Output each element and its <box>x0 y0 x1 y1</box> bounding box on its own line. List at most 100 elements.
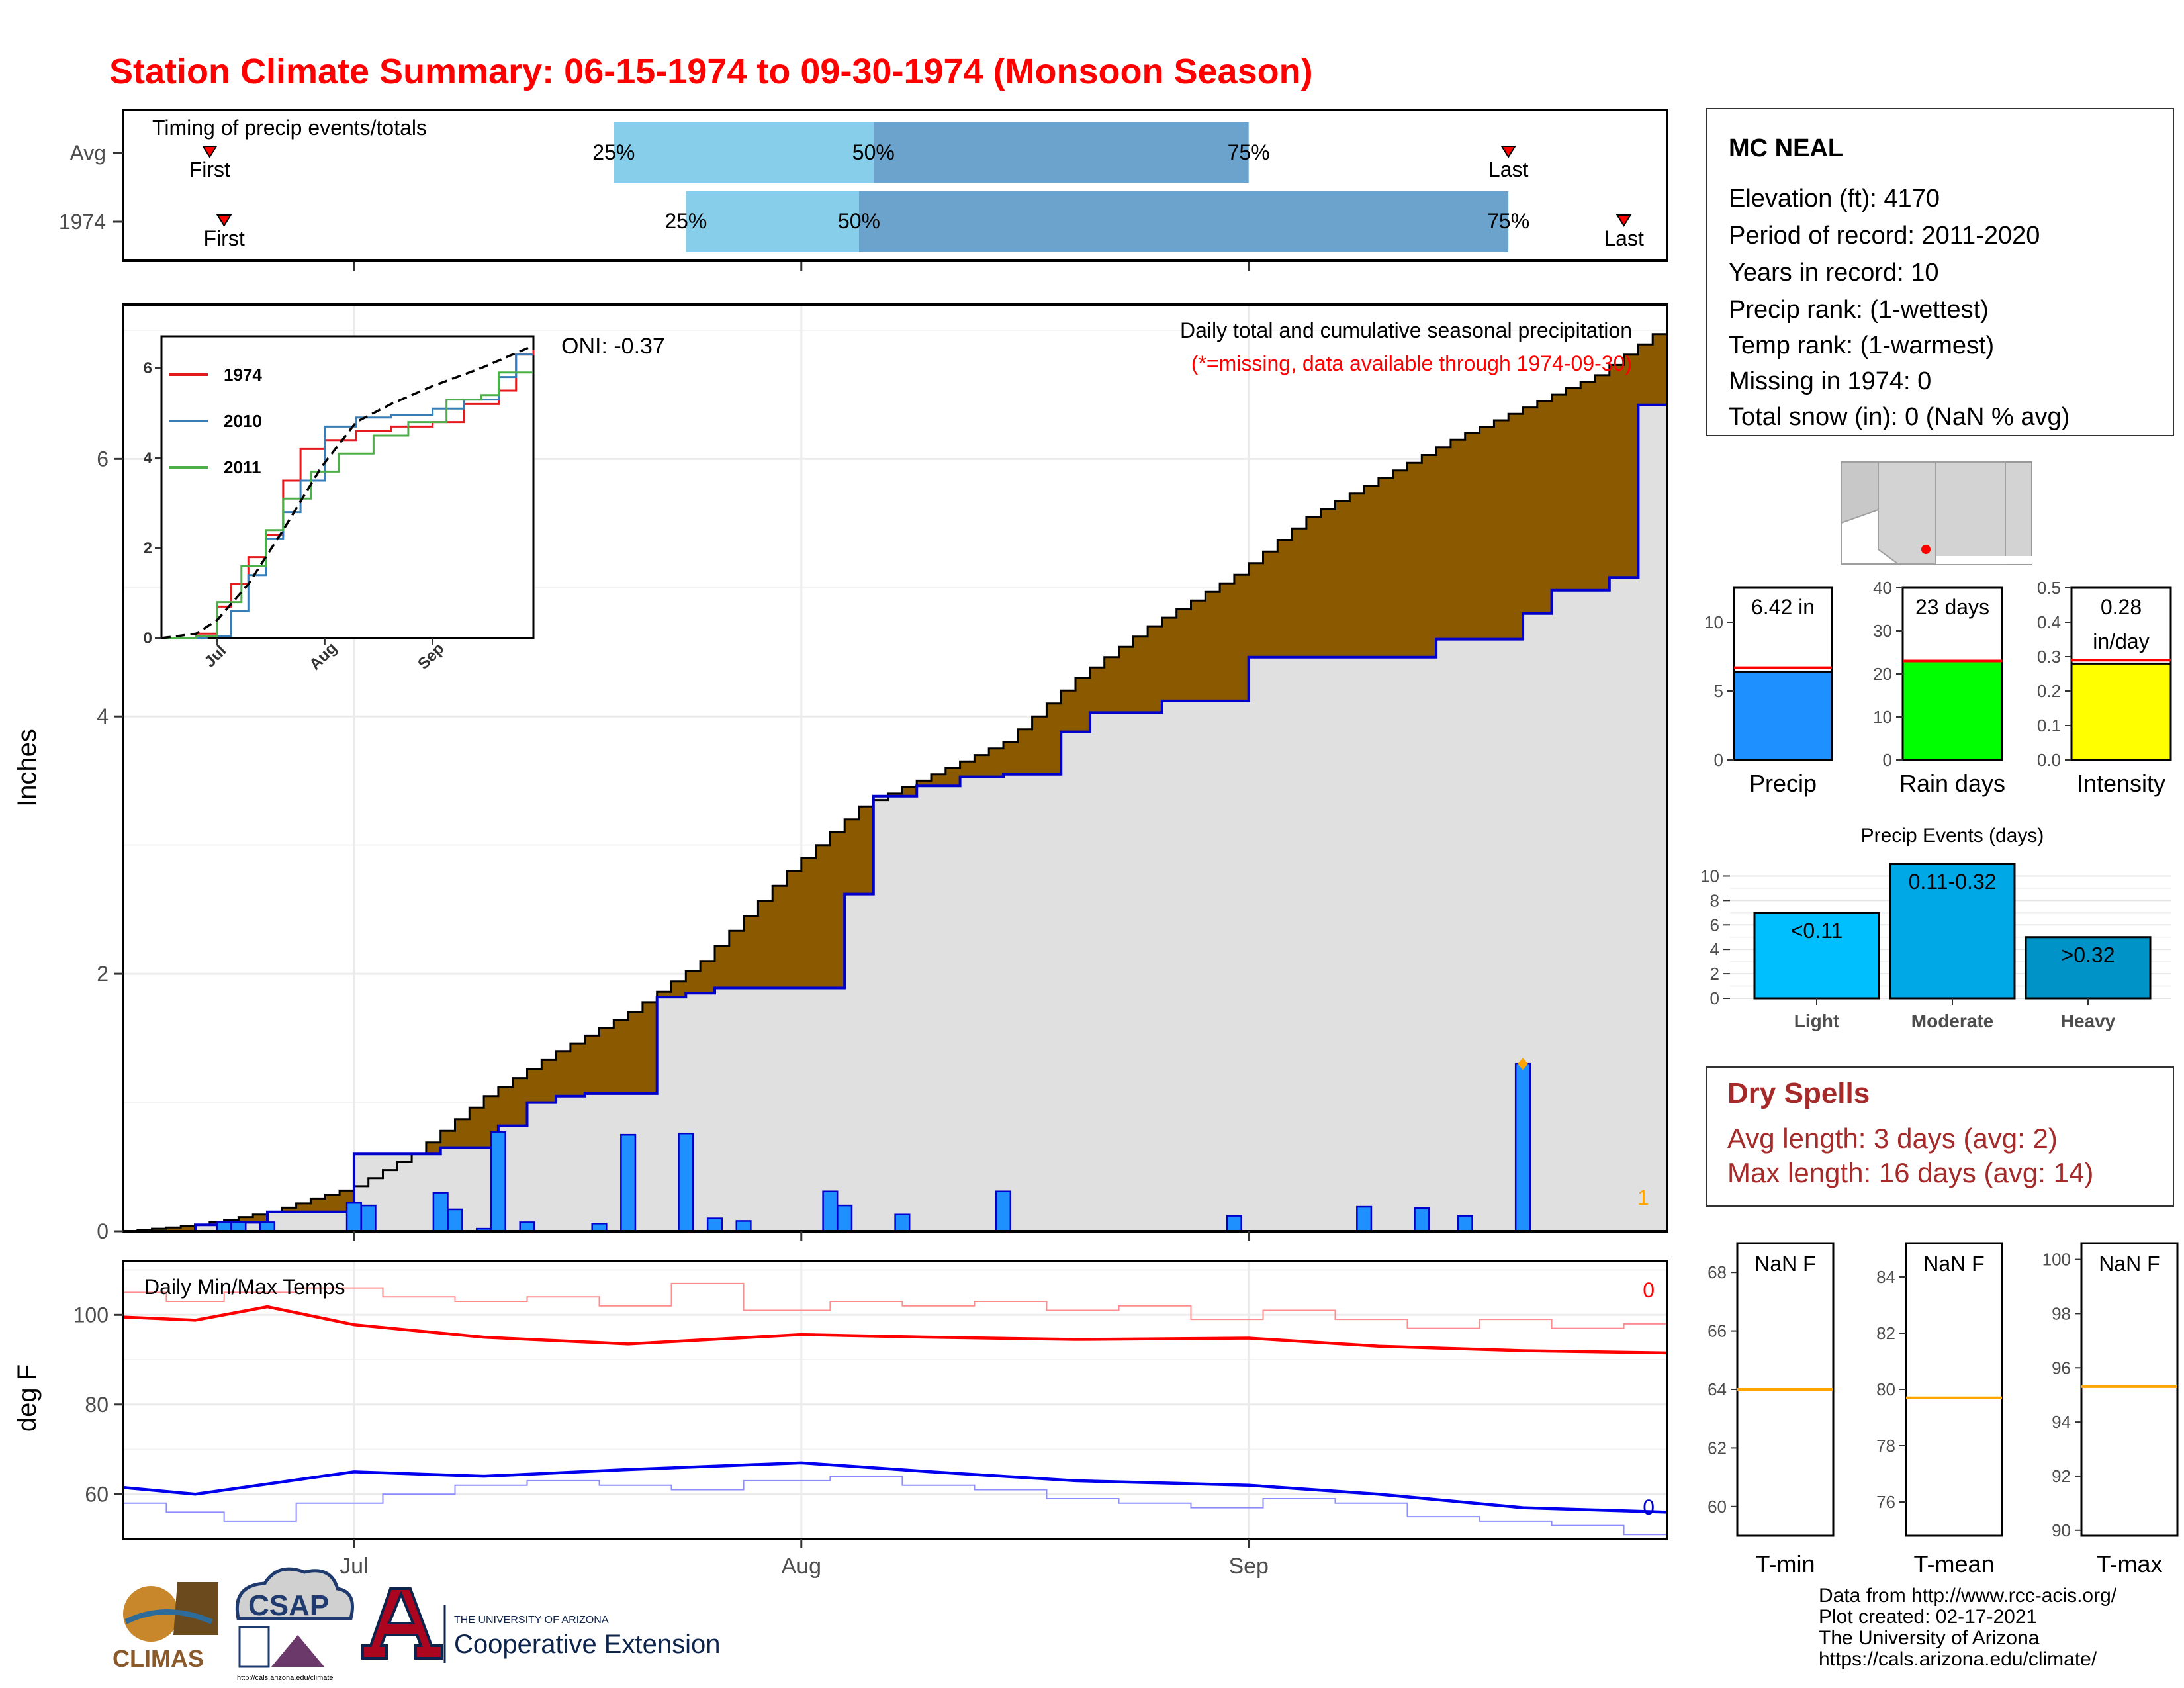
timing-last-label-1: Last <box>1604 226 1644 250</box>
temp-summary-y-label-2-3: 96 <box>2052 1358 2071 1378</box>
precip-y-tick-label-0: 0 <box>97 1219 109 1243</box>
precip-observed-line <box>123 403 1667 1233</box>
temp-summary-y-label-1-1: 78 <box>1876 1436 1895 1456</box>
temp-summary-y-label-2-4: 98 <box>2052 1303 2071 1323</box>
temp-obs-min-line <box>123 1476 1668 1539</box>
summary-bar-0 <box>1733 670 1833 761</box>
dry-spells-title: Dry Spells <box>1727 1077 1870 1109</box>
timing-p25-label-0: 25% <box>592 140 635 164</box>
temp-summary-y-label-0-0: 60 <box>1707 1497 1727 1517</box>
precip-daily-bar-3 <box>345 1201 362 1233</box>
temp-summary-panels: NaN F 60 62 64 66 68 T-min NaN F 76 78 80 82 84 T-mea… <box>1707 1242 2179 1577</box>
temp-title: Daily Min/Max Temps <box>144 1275 345 1299</box>
timing-panel: First Last 25% 50% 75% First Last 25% 50% 75% Tim… <box>59 109 1668 271</box>
precip-normal-line <box>123 324 1668 1233</box>
precip-panel-label: Daily total and cumulative seasonal prec… <box>1180 318 1632 342</box>
timing-first-marker-0 <box>202 146 218 158</box>
temp-normal-max-line <box>122 1305 1668 1355</box>
climas-mesa-icon <box>173 1582 218 1635</box>
temp-summary-y-label-2-0: 90 <box>2052 1521 2071 1540</box>
timing-p75-label-1: 75% <box>1487 209 1529 233</box>
precip-panel-frame <box>122 303 1668 1233</box>
inset-y-label-0: 0 <box>144 630 152 647</box>
summary-y-label-2-1: 0.1 <box>2037 716 2061 735</box>
events-bar-light <box>1753 912 1880 1000</box>
events-x-label-0: Light <box>1794 1011 1839 1031</box>
station-period: Period of record: 2011-2020 <box>1729 222 2040 250</box>
precip-daily-bar-15 <box>822 1190 839 1233</box>
precip-events-title: Precip Events (days) <box>1861 825 2044 847</box>
timing-p50-label-0: 50% <box>852 140 895 164</box>
events-bar-moderate <box>1889 863 2016 1000</box>
temp-x-tick-label-1: Aug <box>782 1554 822 1579</box>
station-info-frame <box>1706 108 2174 436</box>
temp-panel: 60 80 100 Jul Aug Sep deg F Daily Min/Max Tem… <box>13 1260 1668 1579</box>
csap-label: CSAP <box>248 1589 329 1622</box>
precip-daily-bar-5 <box>432 1192 449 1233</box>
csap-bars-icon <box>238 1626 270 1668</box>
temp-y-tick-label-0: 60 <box>85 1482 109 1506</box>
precip-marker-count: 1 <box>1637 1186 1649 1209</box>
summary-value-text-2-1: in/day <box>2093 630 2149 653</box>
temp-x-tick-label-0: Jul <box>340 1554 368 1579</box>
temp-summary-y-label-0-3: 66 <box>1707 1321 1727 1341</box>
timing-p50-label-1: 50% <box>838 209 880 233</box>
timing-title: Timing of precip events/totals <box>152 116 427 140</box>
precip-max-marker <box>1517 1058 1528 1070</box>
timing-last-label-0: Last <box>1488 158 1529 181</box>
events-bar-label-2: >0.32 <box>2062 943 2115 967</box>
precip-y-tick-label-3: 6 <box>97 447 109 471</box>
temp-summary-value-text-2: NaN F <box>2099 1252 2160 1276</box>
summary-value-text-2-0: 0.28 <box>2101 595 2142 619</box>
inset-legend-label-2010: 2010 <box>224 411 262 431</box>
events-y-label-1: 2 <box>1710 964 1719 984</box>
ua-name: THE UNIVERSITY OF ARIZONA <box>454 1615 609 1626</box>
inset-y-label-3: 6 <box>144 359 152 377</box>
summary-y-label-1-2: 20 <box>1873 664 1892 684</box>
logo-csap: CSAP http://cals.arizona.edu/climate <box>235 1567 354 1682</box>
timing-row-label-avg: Avg <box>69 141 106 165</box>
precip-daily-bar-16 <box>837 1204 853 1233</box>
inset-series-line-2011 <box>161 371 533 639</box>
temp-summary-label-0: T-min <box>1756 1550 1815 1577</box>
csap-url: http://cals.arizona.edu/climate <box>237 1674 334 1682</box>
precip-daily-bar-4 <box>360 1204 377 1233</box>
inset-y-label-2: 4 <box>144 449 153 467</box>
timing-first-label-1: First <box>204 226 245 250</box>
oni-value: ONI: -0.37 <box>561 334 665 359</box>
summary-y-label-2-0: 0.0 <box>2037 750 2061 770</box>
precip-daily-bar-17 <box>894 1213 911 1233</box>
summary-bar-1 <box>1901 660 2003 761</box>
temp-summary-y-label-0-2: 64 <box>1707 1380 1727 1399</box>
temp-summary-box-1 <box>1905 1242 2003 1537</box>
summary-value-text-1-0: 23 days <box>1915 595 1989 619</box>
temp-y-tick-label-2: 100 <box>73 1303 109 1327</box>
summary-y-label-1-0: 0 <box>1883 750 1892 770</box>
summary-y-label-2-3: 0.3 <box>2037 647 2061 667</box>
precip-daily-bar-19 <box>1226 1215 1242 1233</box>
precip-daily-bar-1 <box>230 1221 247 1233</box>
precip-daily-bar-6 <box>447 1208 463 1233</box>
temp-summary-y-label-1-3: 82 <box>1876 1323 1895 1343</box>
temp-summary-y-label-2-5: 100 <box>2042 1250 2071 1270</box>
precip-daily-bar-8 <box>490 1131 506 1233</box>
summary-y-label-1-1: 10 <box>1873 707 1892 727</box>
footer-credits: Data from http://www.rcc-acis.org/ Plot … <box>1819 1585 2117 1670</box>
temp-summary-value-text-1: NaN F <box>1923 1252 1984 1276</box>
precip-summary-panels: 6.42 in 0 5 10 Precip 23 days 0 10 20 30 40 Rain da… <box>1704 578 2172 797</box>
summary-value-text-0-0: 6.42 in <box>1751 595 1815 619</box>
temp-summary-y-label-1-0: 76 <box>1876 1492 1895 1512</box>
temp-summary-y-label-0-1: 62 <box>1707 1438 1727 1458</box>
timing-first-label-0: First <box>189 158 230 181</box>
events-y-label-5: 10 <box>1700 866 1719 886</box>
station-info-box: MC NEAL Elevation (ft): 4170 Period of r… <box>1706 108 2174 436</box>
summary-y-label-0-2: 10 <box>1704 612 1723 632</box>
locator-map <box>1841 461 2032 565</box>
station-name: MC NEAL <box>1729 134 1843 162</box>
precip-ylabel: Inches <box>13 729 42 807</box>
csap-cloud-icon <box>235 1567 354 1620</box>
events-bar-label-1: 0.11-0.32 <box>1909 870 1997 894</box>
credit-url: https://cals.arizona.edu/climate/ <box>1819 1648 2097 1670</box>
precip-daily-bar-14 <box>735 1220 752 1233</box>
